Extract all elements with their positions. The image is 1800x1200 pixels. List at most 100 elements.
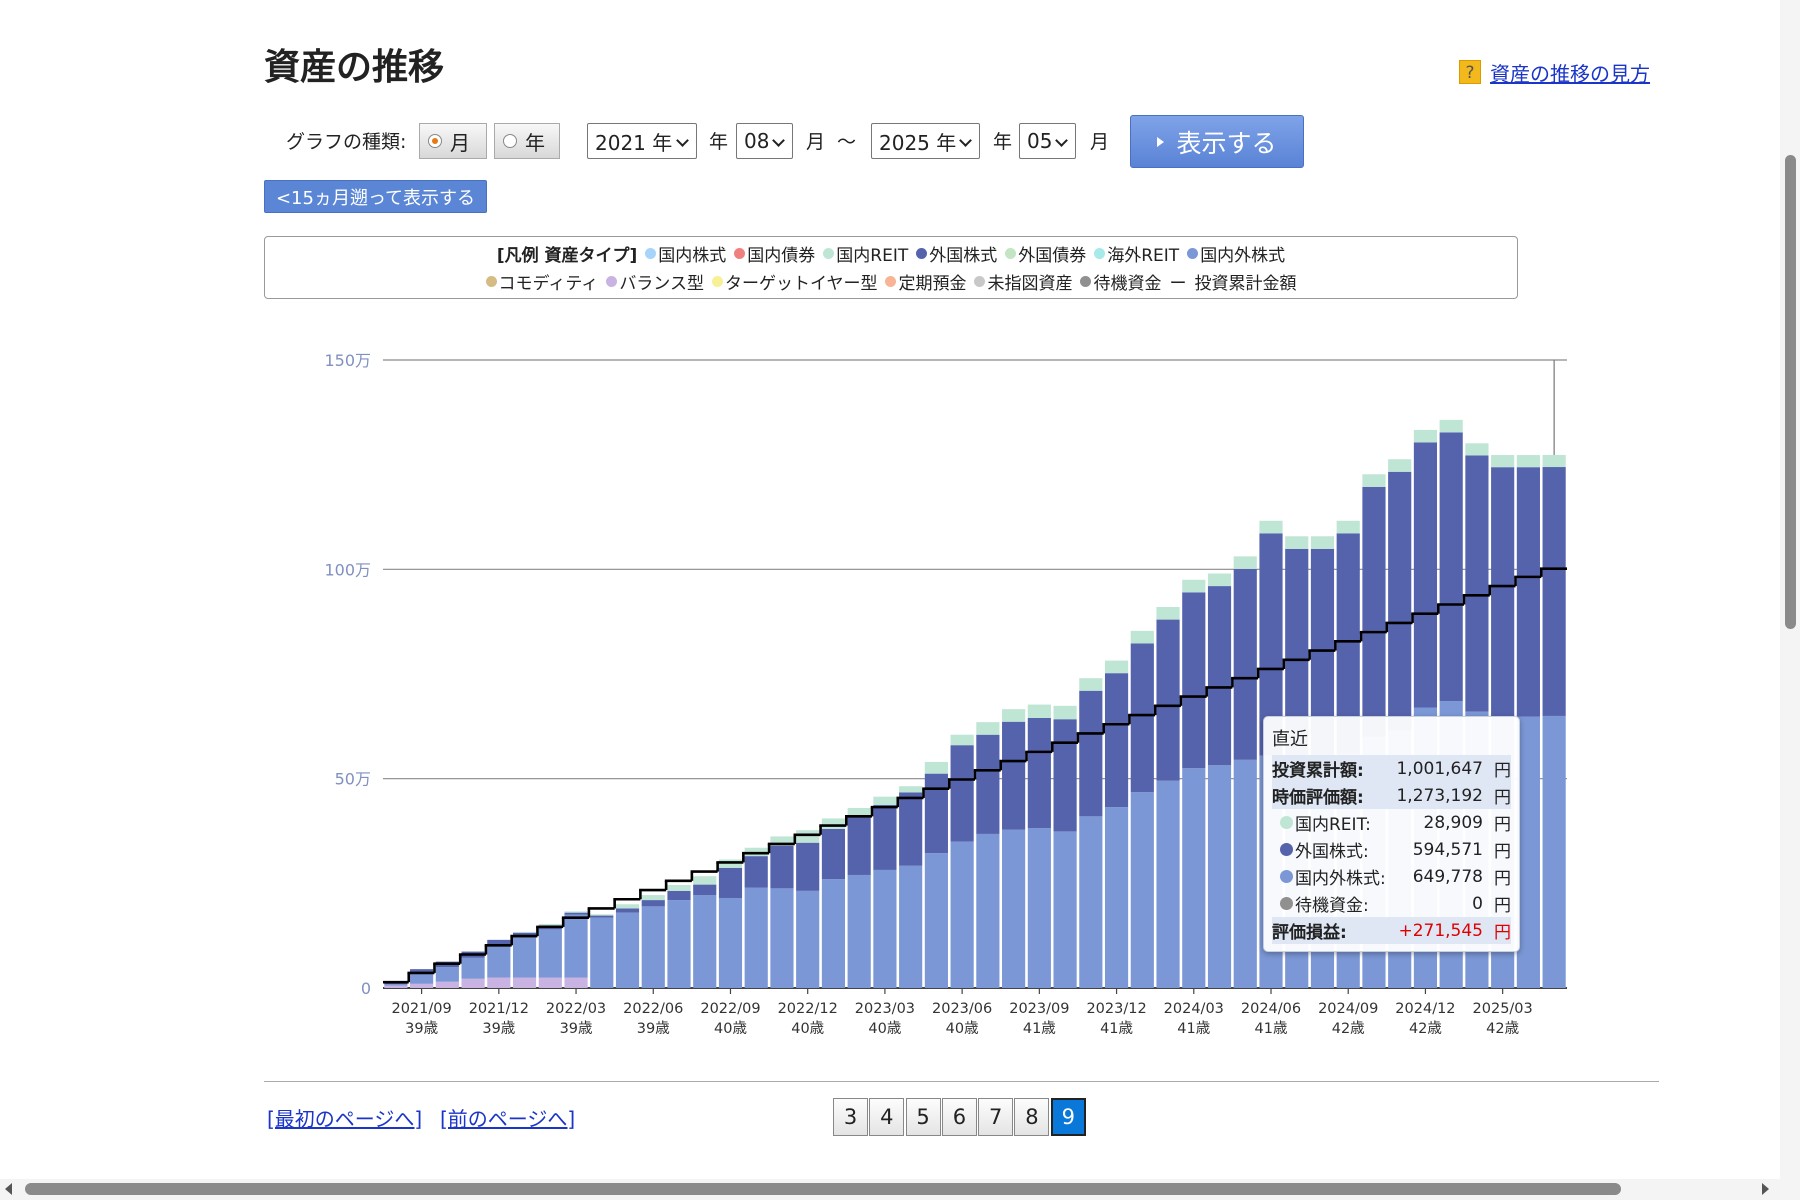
start-month-select[interactable]: 08 [736,123,793,159]
legend-item: ー投資累計金額 [1169,269,1296,294]
bar-segment [899,786,923,793]
bar-segment [538,923,562,926]
unit-label: 年 [709,131,729,153]
bar-segment [1182,768,1206,988]
page-button[interactable]: 9 [1050,1098,1086,1136]
tooltip-label-cell: 時価評価額: [1272,783,1396,808]
tooltip-value: 28,909 [1423,812,1483,833]
page-button[interactable]: 6 [941,1098,977,1136]
tooltip-row: 待機資金: 0 円 [1272,890,1511,917]
legend-label: ターゲットイヤー型 [724,274,878,294]
scroll-thumb[interactable] [25,1183,1621,1195]
bar-segment [1156,607,1180,620]
unit-label: 月 [1090,131,1110,153]
page-button[interactable]: 7 [978,1098,1014,1136]
bar-segment [847,874,871,988]
tooltip-value: 1,273,192 [1396,785,1483,806]
scroll-right[interactable] [1762,1183,1769,1195]
y-tick-label: 0 [361,979,371,998]
x-age-label: 40歳 [791,1020,824,1037]
bar-segment [487,977,511,988]
x-tick-label: 2022/03 [546,1001,606,1017]
bar-segment [899,865,923,988]
bar-segment [1362,486,1386,737]
bar-segment [693,876,717,885]
radio-button[interactable]: 月 [419,123,487,159]
unit-label: 月 [806,131,826,153]
bar-segment [744,856,768,888]
bar-segment [1310,536,1335,549]
tooltip-unit: 円 [1494,896,1511,916]
bar-segment [435,967,459,982]
legend-item: 外国債券 [1005,241,1086,266]
bar-segment [1002,709,1026,722]
bar-segment [821,818,846,829]
bar-segment [1439,419,1463,433]
bar-segment [538,977,562,988]
bar-segment [1542,467,1566,716]
legend-swatch [734,248,746,259]
legend-label: 国内外株式 [1200,246,1286,266]
tooltip-dot [1280,816,1293,829]
unit-label: 年 [993,131,1013,153]
scroll-left[interactable] [5,1183,12,1195]
bar-segment [1079,690,1103,817]
radio-button[interactable]: 年 [494,123,560,159]
bar-segment [1233,759,1257,988]
tooltip-value: +271,545 [1398,920,1483,941]
tooltip-label-cell: 待機資金: [1272,891,1472,916]
first-page-link[interactable]: [最初のページへ] [267,1107,423,1131]
back-button[interactable]: <15ヵ月遡って表示する [264,180,487,213]
page-button[interactable]: 3 [833,1098,868,1136]
tooltip-dot [1280,897,1293,910]
bar-segment [796,890,820,988]
legend-label: 待機資金 [1093,274,1162,294]
x-age-label: 41歳 [1255,1020,1288,1037]
submit-label: 表示する [1176,128,1277,158]
radio-label: 年 [525,130,545,155]
x-age-label: 39歳 [637,1020,670,1037]
bar-segment [1182,592,1206,769]
legend-swatch [485,276,497,287]
scroll-thumb[interactable] [1785,155,1796,629]
bar-segment [1002,829,1026,988]
button-arrow [1157,136,1165,147]
help-link[interactable]: 資産の推移の見方 [1490,62,1650,86]
legend-swatch [645,248,657,259]
page-button[interactable]: 5 [905,1098,941,1136]
bar-segment [924,853,948,988]
x-age-label: 42歳 [1409,1020,1442,1037]
end-month-select[interactable]: 05 [1019,123,1076,159]
bar-segment [718,867,743,898]
page-button[interactable]: 4 [869,1098,905,1136]
help-icon[interactable]: ? [1459,60,1481,84]
tooltip-unit: 円 [1494,842,1511,862]
start-year-select[interactable]: 2021 年 [587,123,697,159]
bar-segment [384,983,408,985]
radio-dot [428,134,442,148]
bar-segment [873,805,897,870]
y-tick-label: 100万 [324,560,371,579]
bar-segment [667,890,691,901]
submit-button[interactable]: 表示する [1130,115,1304,168]
bar-segment [1182,579,1206,593]
bar-segment [1130,630,1154,644]
x-tick-label: 2024/06 [1241,1001,1301,1017]
prev-page-link[interactable]: [前のページへ] [440,1107,576,1131]
tooltip-label-cell: 評価損益: [1272,918,1398,943]
bar-segment [796,830,820,843]
x-age-label: 39歳 [482,1020,515,1037]
end-year-select[interactable]: 2025 年 [871,123,980,159]
bar-segment [1465,455,1489,712]
bar-segment [1002,721,1026,830]
tooltip-dot [1280,843,1293,856]
tooltip-label-cell: 投資累計額: [1272,756,1396,781]
bar-segment [487,939,511,947]
bar-segment [410,983,434,988]
page-button[interactable]: 8 [1014,1098,1050,1136]
x-tick-label: 2023/12 [1086,1001,1146,1017]
tooltip-row: 国内REIT: 28,909 円 [1272,809,1511,836]
bar-segment [538,929,562,978]
bar-segment [641,900,665,907]
legend-swatch [606,276,618,287]
